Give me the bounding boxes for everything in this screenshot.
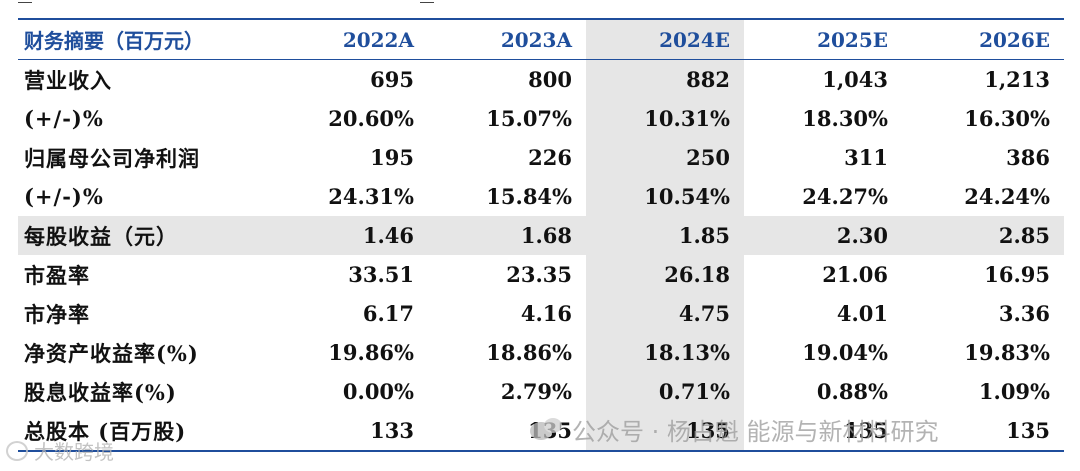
header-cell-2024e: 2024E	[586, 18, 744, 60]
table-cell: 695	[370, 67, 414, 92]
table-row: 营业收入 695 800 882 1,043 1,213	[18, 59, 1064, 99]
table-cell: 4.01	[836, 301, 888, 326]
corner-watermark-text: 大数跨境	[34, 440, 114, 464]
table-cell: 135	[744, 411, 902, 452]
brand-logo-icon	[6, 440, 28, 461]
table-row: 股息收益率(%) 0.00% 2.79% 0.71% 0.88% 1.09%	[18, 372, 1064, 411]
table-cell: 18.30%	[802, 106, 888, 131]
table-cell: 3.36	[998, 301, 1050, 326]
table-row: 市盈率 33.51 23.35 26.18 21.06 16.95	[18, 255, 1064, 294]
header-cell-2025e: 2025E	[744, 18, 902, 60]
table-cell: 1.85	[586, 216, 744, 255]
table-row: (+/-)% 24.31% 15.84% 10.54% 24.27% 24.24…	[18, 177, 1064, 216]
table-cell: 6.17	[362, 301, 414, 326]
table-cell: 19.04%	[802, 340, 888, 365]
financial-summary-table: 财务摘要（百万元） 2022A 2023A 2024E 2025E 2026E …	[18, 18, 1064, 452]
header-cell-label: 财务摘要（百万元）	[18, 18, 270, 60]
table-row: 总股本 (百万股) 133 135 135 135 135	[18, 411, 1064, 452]
table-cell: 0.00%	[342, 379, 414, 404]
table-cell: 1.46	[270, 216, 428, 255]
table-header: 财务摘要（百万元） 2022A 2023A 2024E 2025E 2026E	[18, 18, 1064, 60]
row-label: 归属母公司净利润	[24, 145, 200, 171]
table-cell: 2.30	[744, 216, 902, 255]
table-cell: 1,213	[984, 67, 1050, 92]
table-cell: 882	[586, 59, 744, 99]
row-label: (+/-)%	[24, 184, 104, 209]
table-cell: 133	[270, 411, 428, 452]
table-cell: 135	[902, 411, 1064, 452]
header-row: 财务摘要（百万元） 2022A 2023A 2024E 2025E 2026E	[18, 18, 1064, 60]
table-cell: 800	[528, 67, 572, 92]
row-label: (+/-)%	[24, 106, 104, 131]
table-cell: 10.54%	[586, 177, 744, 216]
table-cell: 10.31%	[586, 99, 744, 138]
table-row: (+/-)% 20.60% 15.07% 10.31% 18.30% 16.30…	[18, 99, 1064, 138]
table-cell: 0.71%	[586, 372, 744, 411]
watermark-text: 公众号 · 杨占魁 能源与新材料研究	[572, 418, 939, 446]
table-cell: 26.18	[586, 255, 744, 294]
table-cell: 4.75	[586, 294, 744, 333]
row-label: 每股收益（元）	[18, 216, 270, 255]
table-row: 净资产收益率(%) 19.86% 18.86% 18.13% 19.04% 19…	[18, 333, 1064, 372]
table-cell: 4.16	[520, 301, 572, 326]
table-cell: 386	[1006, 145, 1050, 170]
table-cell: 15.07%	[486, 106, 572, 131]
table-cell: 0.88%	[816, 379, 888, 404]
top-edge-strip	[0, 0, 1080, 8]
row-label: 市盈率	[24, 262, 90, 288]
table-cell: 311	[844, 145, 888, 170]
table-cell: 19.86%	[328, 340, 414, 365]
table-cell: 18.13%	[586, 333, 744, 372]
table-cell: 1,043	[822, 67, 888, 92]
table-row-highlighted: 每股收益（元） 1.46 1.68 1.85 2.30 2.85	[18, 216, 1064, 255]
row-label: 净资产收益率(%)	[24, 340, 199, 366]
row-label: 市净率	[24, 301, 90, 327]
wechat-watermark: 公众号 · 杨占魁 能源与新材料研究	[530, 412, 939, 447]
table-cell: 16.30%	[964, 106, 1050, 131]
table-cell: 18.86%	[486, 340, 572, 365]
table-row: 归属母公司净利润 195 226 250 311 386	[18, 138, 1064, 177]
table-cell: 33.51	[348, 262, 414, 287]
table-cell: 16.95	[984, 262, 1050, 287]
cropped-text-fragment	[18, 0, 32, 3]
table-cell: 23.35	[506, 262, 572, 287]
table-cell: 226	[528, 145, 572, 170]
table-body: 营业收入 695 800 882 1,043 1,213 (+/-)% 20.6…	[18, 59, 1064, 452]
table-cell: 135	[586, 411, 744, 452]
row-label: 股息收益率(%)	[24, 379, 177, 405]
table-cell: 1.09%	[978, 379, 1050, 404]
table-cell: 2.85	[902, 216, 1064, 255]
table-row: 市净率 6.17 4.16 4.75 4.01 3.36	[18, 294, 1064, 333]
table-cell: 19.83%	[964, 340, 1050, 365]
header-cell-2026e: 2026E	[902, 18, 1064, 60]
table-cell: 2.79%	[500, 379, 572, 404]
header-cell-2023a: 2023A	[428, 18, 586, 60]
wechat-icon	[530, 417, 564, 442]
table-cell: 24.31%	[328, 184, 414, 209]
table-cell: 1.68	[428, 216, 586, 255]
table-cell: 24.24%	[964, 184, 1050, 209]
table-cell: 21.06	[822, 262, 888, 287]
row-label: 总股本 (百万股)	[18, 411, 270, 452]
corner-watermark: 大数跨境	[6, 436, 114, 465]
table-cell: 15.84%	[486, 184, 572, 209]
table-cell: 250	[586, 138, 744, 177]
table-cell: 20.60%	[328, 106, 414, 131]
table-cell: 195	[370, 145, 414, 170]
table-cell: 24.27%	[802, 184, 888, 209]
cropped-text-fragment	[420, 0, 434, 3]
header-cell-2022a: 2022A	[270, 18, 428, 60]
row-label: 营业收入	[24, 67, 112, 93]
